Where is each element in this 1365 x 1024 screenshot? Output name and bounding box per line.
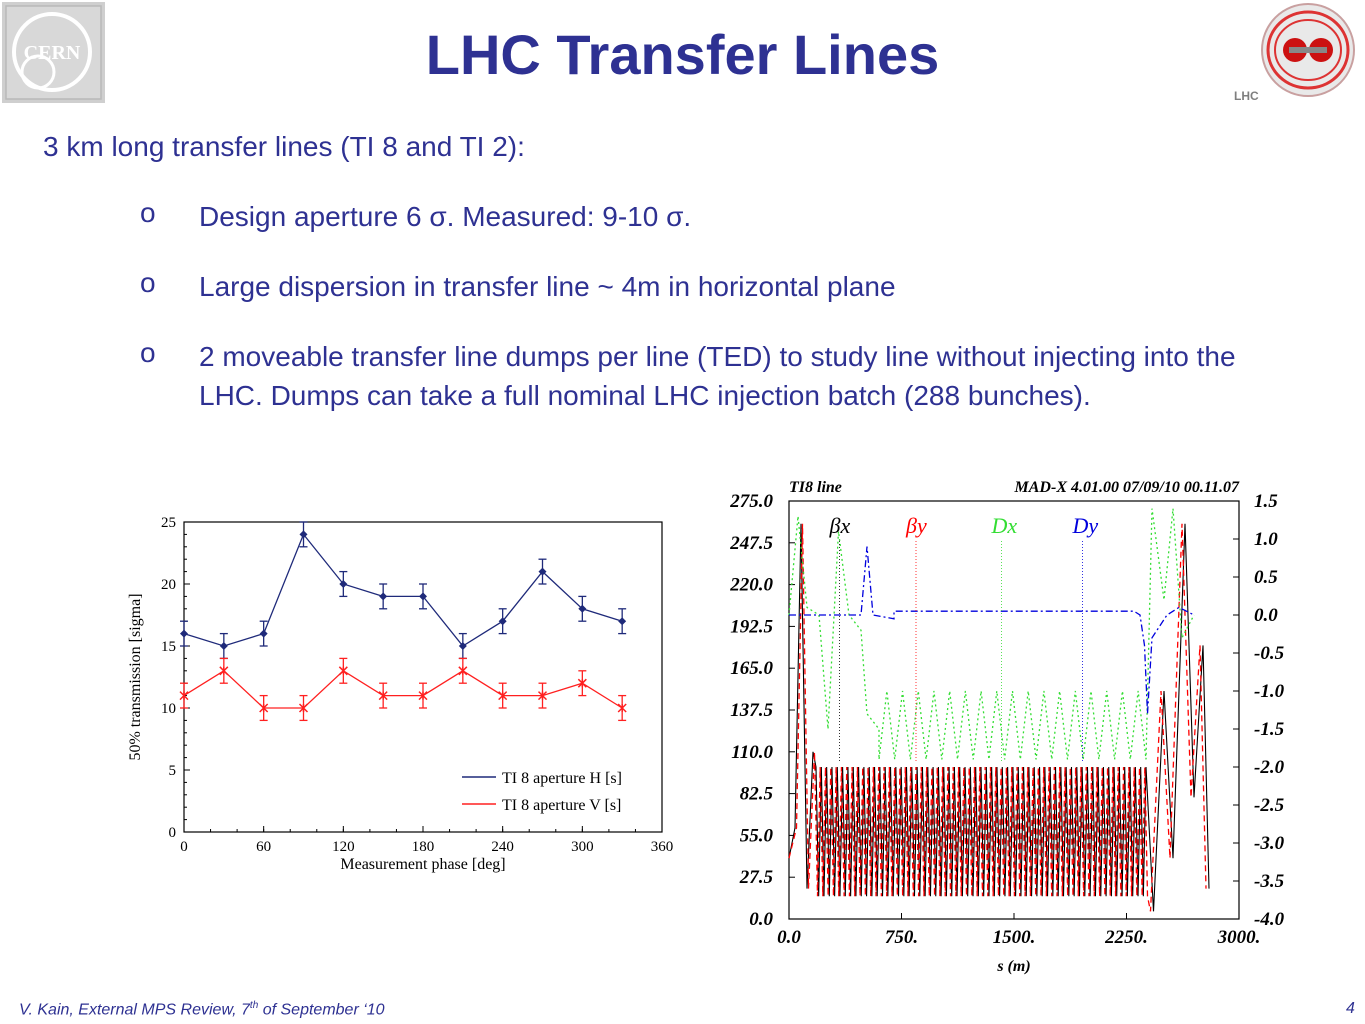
legend-label: βx xyxy=(829,513,851,538)
data-point xyxy=(618,617,627,626)
data-point xyxy=(179,691,189,701)
x-tick-label: 120 xyxy=(332,839,355,855)
beta-y-curve xyxy=(788,523,1207,912)
y-left-tick-label: 27.5 xyxy=(739,867,774,888)
data-point xyxy=(498,617,507,626)
y-right-tick-label: -4.0 xyxy=(1254,909,1285,930)
x-tick-label: 240 xyxy=(491,839,513,855)
y-left-tick-label: 220.0 xyxy=(729,575,773,596)
page-number: 4 xyxy=(1346,1000,1355,1017)
dispersion-x-curve xyxy=(788,508,1195,760)
x-tick-label: 2250. xyxy=(1104,927,1148,948)
legend-label: Dy xyxy=(1072,513,1099,538)
x-tick-label: 360 xyxy=(651,839,674,855)
y-left-tick-label: 192.5 xyxy=(730,616,773,637)
y-tick-label: 5 xyxy=(169,763,177,779)
y-tick-label: 25 xyxy=(161,515,176,531)
y-left-tick-label: 0.0 xyxy=(749,909,773,930)
data-point xyxy=(339,580,348,588)
dispersion-y-curve xyxy=(789,546,1195,714)
lhc-logo xyxy=(1261,3,1355,97)
x-tick-label: 60 xyxy=(256,839,271,855)
y-right-tick-label: -1.0 xyxy=(1254,681,1285,702)
x-tick-label: 1500. xyxy=(993,927,1036,948)
data-point xyxy=(299,530,308,539)
data-point xyxy=(219,642,228,650)
data-point xyxy=(379,592,388,601)
legend-label: TI 8 aperture H [s] xyxy=(502,770,622,787)
data-point xyxy=(259,703,269,713)
data-point xyxy=(259,629,268,638)
bullet-marker: o xyxy=(140,267,156,298)
x-tick-label: 750. xyxy=(885,927,918,948)
data-point xyxy=(180,629,188,638)
data-point xyxy=(537,691,548,701)
y-right-tick-label: 1.0 xyxy=(1254,529,1278,550)
bullet-marker: o xyxy=(140,337,156,368)
data-point xyxy=(578,604,587,613)
x-tick-label: 0.0 xyxy=(777,927,801,948)
legend-label: TI 8 aperture V [s] xyxy=(502,797,621,814)
data-point xyxy=(338,666,348,676)
data-point xyxy=(419,592,427,601)
data-point xyxy=(538,567,547,576)
series-line xyxy=(183,533,623,647)
cern-logo: cern-logo CERN xyxy=(2,2,105,103)
y-left-tick-label: 55.0 xyxy=(740,825,774,846)
intro-text: 3 km long transfer lines (TI 8 and TI 2)… xyxy=(43,131,525,162)
footer-citation: V. Kain, External MPS Review, 7th of Sep… xyxy=(19,1000,385,1019)
y-tick-label: 0 xyxy=(169,825,177,841)
data-point xyxy=(577,678,587,688)
y-left-tick-label: 82.5 xyxy=(740,784,774,805)
aperture-chart: 0 60 120 180 240 300 360 0 5 10 15 20 25 Measurement … xyxy=(127,515,674,873)
legend-label: βy xyxy=(905,513,927,538)
y-left-tick-label: 165.0 xyxy=(730,658,773,679)
data-point xyxy=(418,691,428,701)
bullet-marker: o xyxy=(140,197,156,228)
svg-text:CERN: CERN xyxy=(24,42,81,64)
x-axis-label: Measurement phase [deg] xyxy=(340,856,505,873)
y-left-tick-label: 137.5 xyxy=(730,700,773,721)
chart-title-left: TI8 line xyxy=(789,479,842,496)
x-tick-label: 180 xyxy=(412,839,435,855)
data-point xyxy=(458,642,467,650)
x-tick-label: 300 xyxy=(571,839,594,855)
y-right-tick-label: -1.5 xyxy=(1254,719,1285,740)
data-point xyxy=(498,691,508,701)
y-right-tick-label: -2.0 xyxy=(1254,757,1285,778)
y-right-tick-label: -3.0 xyxy=(1254,833,1285,854)
y-left-tick-label: 110.0 xyxy=(731,742,773,763)
bullet-2: Large dispersion in transfer line ~ 4m i… xyxy=(199,271,896,302)
x-tick-label: 3000. xyxy=(1217,927,1261,948)
data-point xyxy=(219,666,229,676)
series-line xyxy=(183,669,623,709)
data-point xyxy=(617,703,627,713)
y-right-tick-label: 0.5 xyxy=(1254,567,1278,588)
y-right-tick-label: 1.5 xyxy=(1254,491,1278,512)
y-right-tick-label: -2.5 xyxy=(1254,795,1285,816)
y-tick-label: 20 xyxy=(161,577,176,593)
chart-title-right: MAD-X 4.01.00 07/09/10 00.11.07 xyxy=(1014,479,1240,496)
y-left-tick-label: 275.0 xyxy=(729,491,773,512)
bullet-1: Design aperture 6 σ. Measured: 9-10 σ. xyxy=(199,201,692,232)
y-right-tick-label: 0.0 xyxy=(1254,605,1278,626)
legend-label: Dx xyxy=(991,513,1018,538)
data-point xyxy=(378,691,388,701)
y-tick-label: 15 xyxy=(161,639,176,655)
y-right-tick-label: -3.5 xyxy=(1254,871,1285,892)
data-point xyxy=(298,703,309,713)
lhc-logo-label: LHC xyxy=(1234,89,1259,103)
y-axis-label: 50% transmission [sigma] xyxy=(127,593,144,760)
x-tick-label: 0 xyxy=(180,839,188,855)
data-point xyxy=(458,666,468,676)
x-axis-label: s (m) xyxy=(996,958,1030,975)
y-left-tick-label: 247.5 xyxy=(729,533,773,554)
bullet-3: 2 moveable transfer line dumps per line … xyxy=(199,341,1236,411)
y-tick-label: 10 xyxy=(161,701,176,717)
slide-title: LHC Transfer Lines xyxy=(425,23,940,86)
optics-chart: TI8 line MAD-X 4.01.00 07/09/10 00.11.07 0… xyxy=(729,479,1285,975)
y-right-tick-label: -0.5 xyxy=(1254,643,1285,664)
